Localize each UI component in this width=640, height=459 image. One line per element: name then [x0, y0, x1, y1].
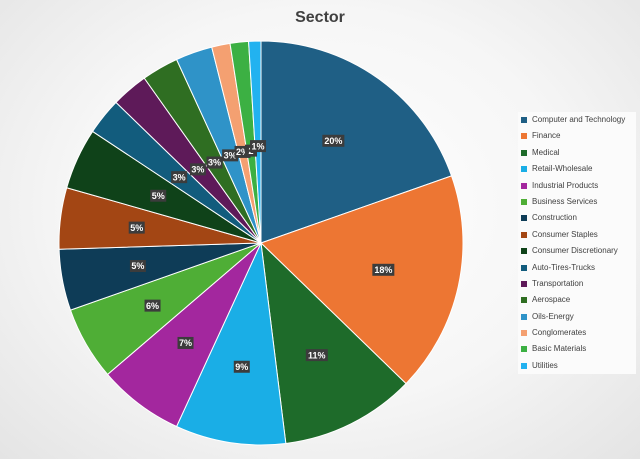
pie-data-label-9: 3% [171, 171, 188, 184]
data-label-box [128, 221, 145, 234]
data-label-box [144, 299, 161, 312]
pie-data-label-10: 3% [189, 163, 206, 176]
data-label-text: 3% [208, 158, 221, 168]
legend-item-12: Oils-Energy [518, 309, 636, 325]
data-label-text: 20% [324, 136, 342, 146]
legend-label: Auto-Tires-Trucks [532, 262, 595, 272]
legend-item-4: Industrial Products [518, 178, 636, 194]
legend-swatch [521, 182, 527, 189]
chart-legend: Computer and Technology Finance Medical Ret… [518, 112, 636, 375]
data-label-box [222, 149, 239, 162]
data-label-text: 5% [152, 191, 165, 201]
legend-label: Industrial Products [532, 180, 599, 190]
legend-label: Consumer Discretionary [532, 246, 618, 256]
data-label-box [305, 349, 328, 362]
legend-label: Consumer Staples [532, 229, 598, 239]
legend-swatch [521, 346, 527, 353]
data-label-box [372, 263, 395, 276]
data-label-text: 9% [235, 362, 248, 372]
legend-swatch [521, 231, 527, 238]
pie-data-label-6: 5% [129, 260, 146, 273]
legend-label: Retail-Wholesale [532, 164, 593, 174]
data-label-text: 6% [146, 301, 159, 311]
data-label-box [250, 140, 267, 153]
legend-swatch [521, 330, 527, 337]
legend-label: Utilities [532, 360, 558, 370]
legend-label: Basic Materials [532, 344, 587, 354]
legend-item-11: Aerospace [518, 292, 636, 308]
legend-swatch [521, 133, 527, 140]
pie-data-label-8: 5% [150, 189, 167, 202]
legend-swatch [521, 117, 527, 123]
legend-item-15: Utilities [518, 358, 636, 374]
pie-data-label-7: 5% [128, 221, 145, 234]
legend-label: Medical [532, 147, 560, 157]
pie-data-label-1: 18% [372, 263, 395, 276]
legend-swatch [521, 313, 527, 320]
data-label-box [322, 134, 345, 147]
data-label-text: 2% [236, 147, 249, 157]
legend-label: Oils-Energy [532, 311, 574, 321]
data-label-box [150, 189, 167, 202]
legend-item-8: Consumer Discretionary [518, 243, 636, 259]
data-label-text: 18% [374, 265, 392, 275]
legend-swatch [521, 149, 527, 156]
legend-item-9: Auto-Tires-Trucks [518, 260, 636, 276]
legend-item-14: Basic Materials [518, 341, 636, 357]
data-label-box [177, 336, 194, 349]
legend-item-1: Finance [518, 128, 636, 144]
pie-slice-2 [260, 241, 407, 445]
pie-slice-1 [260, 175, 464, 385]
legend-label: Transportation [532, 278, 584, 288]
legend-label: Conglomerates [532, 328, 587, 338]
legend-item-13: Conglomerates [518, 325, 636, 341]
data-label-box [233, 360, 250, 373]
legend-label: Finance [532, 131, 561, 141]
legend-swatch [521, 280, 527, 287]
pie-data-label-3: 9% [233, 360, 250, 373]
data-label-text: 11% [308, 350, 326, 360]
pie-data-label-2: 11% [305, 349, 328, 362]
legend-swatch [521, 215, 527, 222]
pie-slice-3 [175, 241, 287, 446]
data-label-text: 3% [224, 151, 237, 161]
pie-data-label-0: 20% [322, 134, 345, 147]
data-label-box [129, 260, 146, 273]
legend-swatch [521, 297, 527, 304]
data-label-text: 3% [191, 165, 204, 175]
legend-swatch [521, 264, 527, 271]
legend-label: Computer and Technology [532, 115, 626, 124]
pie-data-label-11: 3% [206, 156, 223, 169]
data-label-text: 3% [173, 172, 186, 182]
data-label-text: 5% [131, 261, 144, 271]
legend-label: Construction [532, 213, 577, 223]
legend-item-3: Retail-Wholesale [518, 161, 636, 177]
pie-data-label-4: 7% [177, 336, 194, 349]
legend-item-6: Construction [518, 210, 636, 226]
chart-title: Sector [295, 9, 345, 26]
legend-swatch [521, 362, 527, 369]
data-label-text: 7% [179, 338, 192, 348]
legend-swatch [521, 166, 527, 173]
legend-swatch [521, 198, 527, 205]
data-label-box [206, 156, 223, 169]
pie-data-label-15: 1% [250, 140, 267, 153]
legend-item-2: Medical [518, 145, 636, 161]
data-label-text: 5% [130, 223, 143, 233]
data-label-box [171, 171, 188, 184]
legend-swatch [521, 248, 527, 255]
legend-item-10: Transportation [518, 276, 636, 292]
legend-item-0: Computer and Technology [518, 112, 636, 128]
legend-label: Business Services [532, 196, 598, 206]
pie-data-label-12: 3% [222, 149, 239, 162]
legend-label: Aerospace [532, 295, 571, 305]
legend-item-7: Consumer Staples [518, 227, 636, 243]
legend-item-5: Business Services [518, 194, 636, 210]
data-label-text: 1% [252, 141, 265, 151]
pie-data-label-5: 6% [144, 299, 161, 312]
data-label-box [189, 163, 206, 176]
